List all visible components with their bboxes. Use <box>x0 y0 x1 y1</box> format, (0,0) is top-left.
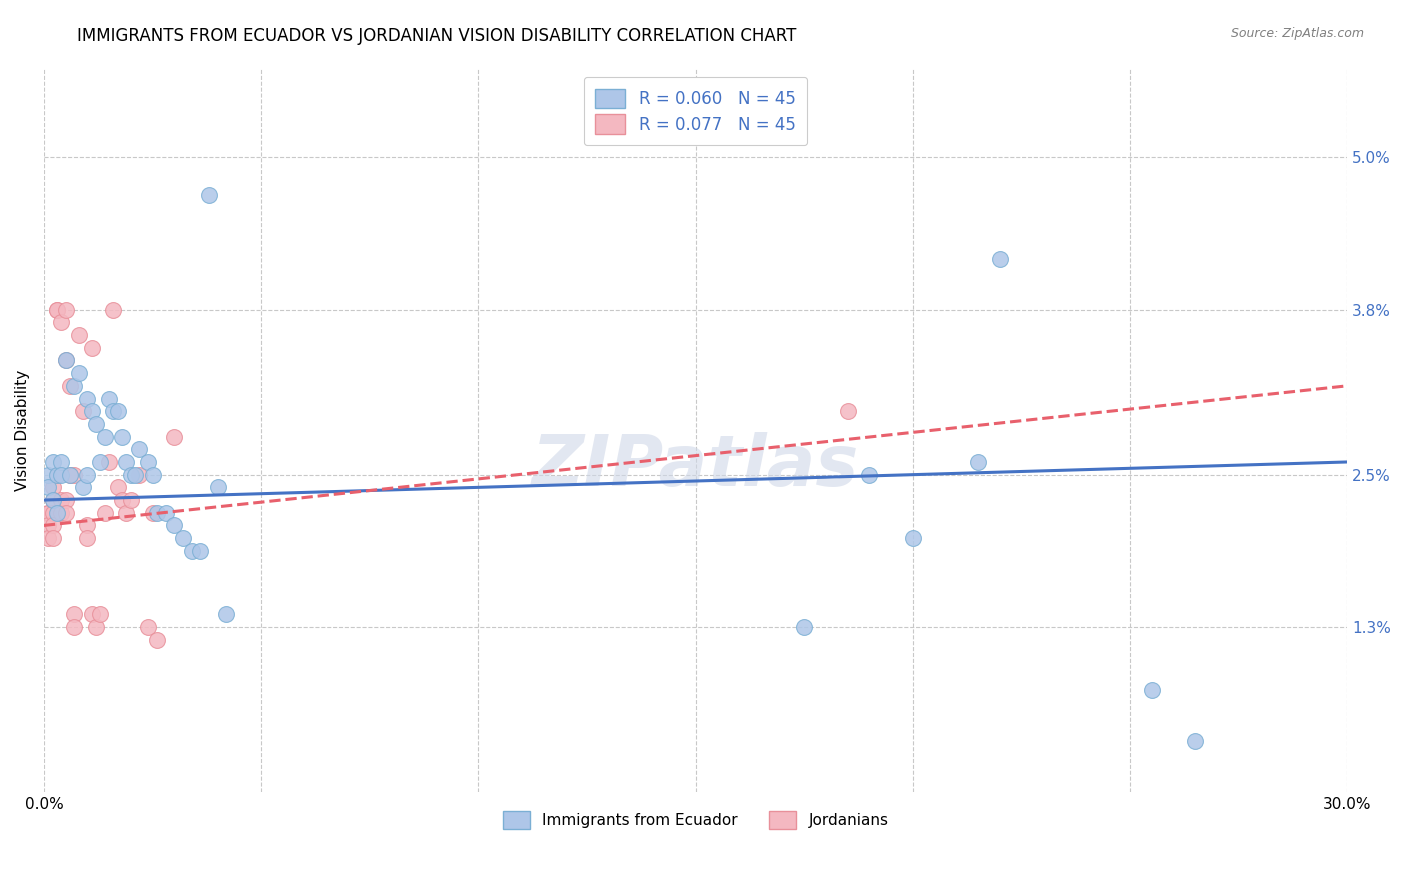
Point <box>98 392 121 406</box>
Point <box>120 493 142 508</box>
Text: Source: ZipAtlas.com: Source: ZipAtlas.com <box>1230 27 1364 40</box>
Point <box>84 620 107 634</box>
Point <box>103 302 125 317</box>
Point <box>55 353 77 368</box>
Point <box>146 632 169 647</box>
Point <box>215 607 238 622</box>
Point <box>89 455 111 469</box>
Text: IMMIGRANTS FROM ECUADOR VS JORDANIAN VISION DISABILITY CORRELATION CHART: IMMIGRANTS FROM ECUADOR VS JORDANIAN VIS… <box>77 27 797 45</box>
Point <box>793 620 815 634</box>
Point <box>163 429 186 443</box>
Point <box>51 467 73 482</box>
Point <box>128 467 150 482</box>
Point <box>59 467 82 482</box>
Point <box>207 480 229 494</box>
Point <box>128 442 150 457</box>
Legend: Immigrants from Ecuador, Jordanians: Immigrants from Ecuador, Jordanians <box>496 805 894 835</box>
Point <box>63 467 86 482</box>
Point <box>1184 734 1206 748</box>
Point <box>107 480 129 494</box>
Point <box>45 302 67 317</box>
Point <box>858 467 880 482</box>
Point <box>115 506 138 520</box>
Point <box>80 341 103 355</box>
Point <box>45 302 67 317</box>
Point <box>84 417 107 431</box>
Point <box>72 480 94 494</box>
Point <box>51 315 73 329</box>
Point <box>136 455 159 469</box>
Point <box>37 467 59 482</box>
Point <box>111 493 134 508</box>
Point <box>1140 683 1163 698</box>
Point <box>180 544 202 558</box>
Point <box>67 328 90 343</box>
Point <box>63 379 86 393</box>
Point <box>37 506 59 520</box>
Point <box>98 455 121 469</box>
Point <box>55 353 77 368</box>
Point <box>76 392 98 406</box>
Point <box>51 455 73 469</box>
Point <box>59 379 82 393</box>
Point <box>136 620 159 634</box>
Point <box>107 404 129 418</box>
Point <box>76 518 98 533</box>
Point <box>901 531 924 545</box>
Point <box>163 518 186 533</box>
Point <box>72 404 94 418</box>
Point <box>55 493 77 508</box>
Point <box>103 404 125 418</box>
Point <box>67 366 90 380</box>
Point <box>89 607 111 622</box>
Point <box>172 531 194 545</box>
Point <box>111 429 134 443</box>
Point <box>93 429 115 443</box>
Point <box>41 493 63 508</box>
Point <box>141 506 163 520</box>
Point <box>51 506 73 520</box>
Point <box>45 467 67 482</box>
Point <box>37 518 59 533</box>
Point <box>146 506 169 520</box>
Point <box>55 302 77 317</box>
Point <box>155 506 177 520</box>
Point <box>41 480 63 494</box>
Point <box>141 467 163 482</box>
Point <box>63 607 86 622</box>
Point <box>93 506 115 520</box>
Point <box>124 467 146 482</box>
Point <box>80 404 103 418</box>
Point <box>37 506 59 520</box>
Point <box>967 455 990 469</box>
Point <box>80 607 103 622</box>
Point <box>41 506 63 520</box>
Y-axis label: Vision Disability: Vision Disability <box>15 369 30 491</box>
Point <box>37 480 59 494</box>
Point <box>45 467 67 482</box>
Point <box>63 620 86 634</box>
Point <box>45 506 67 520</box>
Point <box>51 493 73 508</box>
Point <box>41 518 63 533</box>
Point <box>198 188 221 202</box>
Point <box>37 531 59 545</box>
Point <box>41 531 63 545</box>
Point <box>55 506 77 520</box>
Text: ZIPatlas: ZIPatlas <box>531 432 859 501</box>
Point <box>41 455 63 469</box>
Point <box>41 493 63 508</box>
Point <box>120 467 142 482</box>
Point <box>76 467 98 482</box>
Point <box>59 467 82 482</box>
Point <box>988 252 1011 266</box>
Point <box>188 544 211 558</box>
Point <box>837 404 859 418</box>
Point <box>115 455 138 469</box>
Point <box>76 531 98 545</box>
